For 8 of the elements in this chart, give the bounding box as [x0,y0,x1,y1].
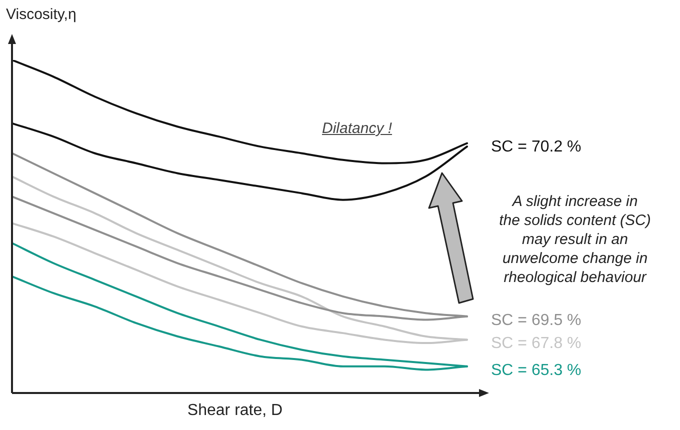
series-label: SC = 65.3 % [491,362,582,379]
series-label: SC = 67.8 % [491,335,582,352]
series-label: SC = 69.5 % [491,312,582,329]
text: A slight increase in the solids content (SC) may result in an unwelcome change in rheological behaviour [498,192,652,287]
y-axis-title: Viscosity,η [6,6,76,23]
series-label: SC = 70.2 % [491,138,582,156]
annotation: Dilatancy ! [322,120,394,137]
x-axis-title: Shear rate, D [186,402,284,420]
